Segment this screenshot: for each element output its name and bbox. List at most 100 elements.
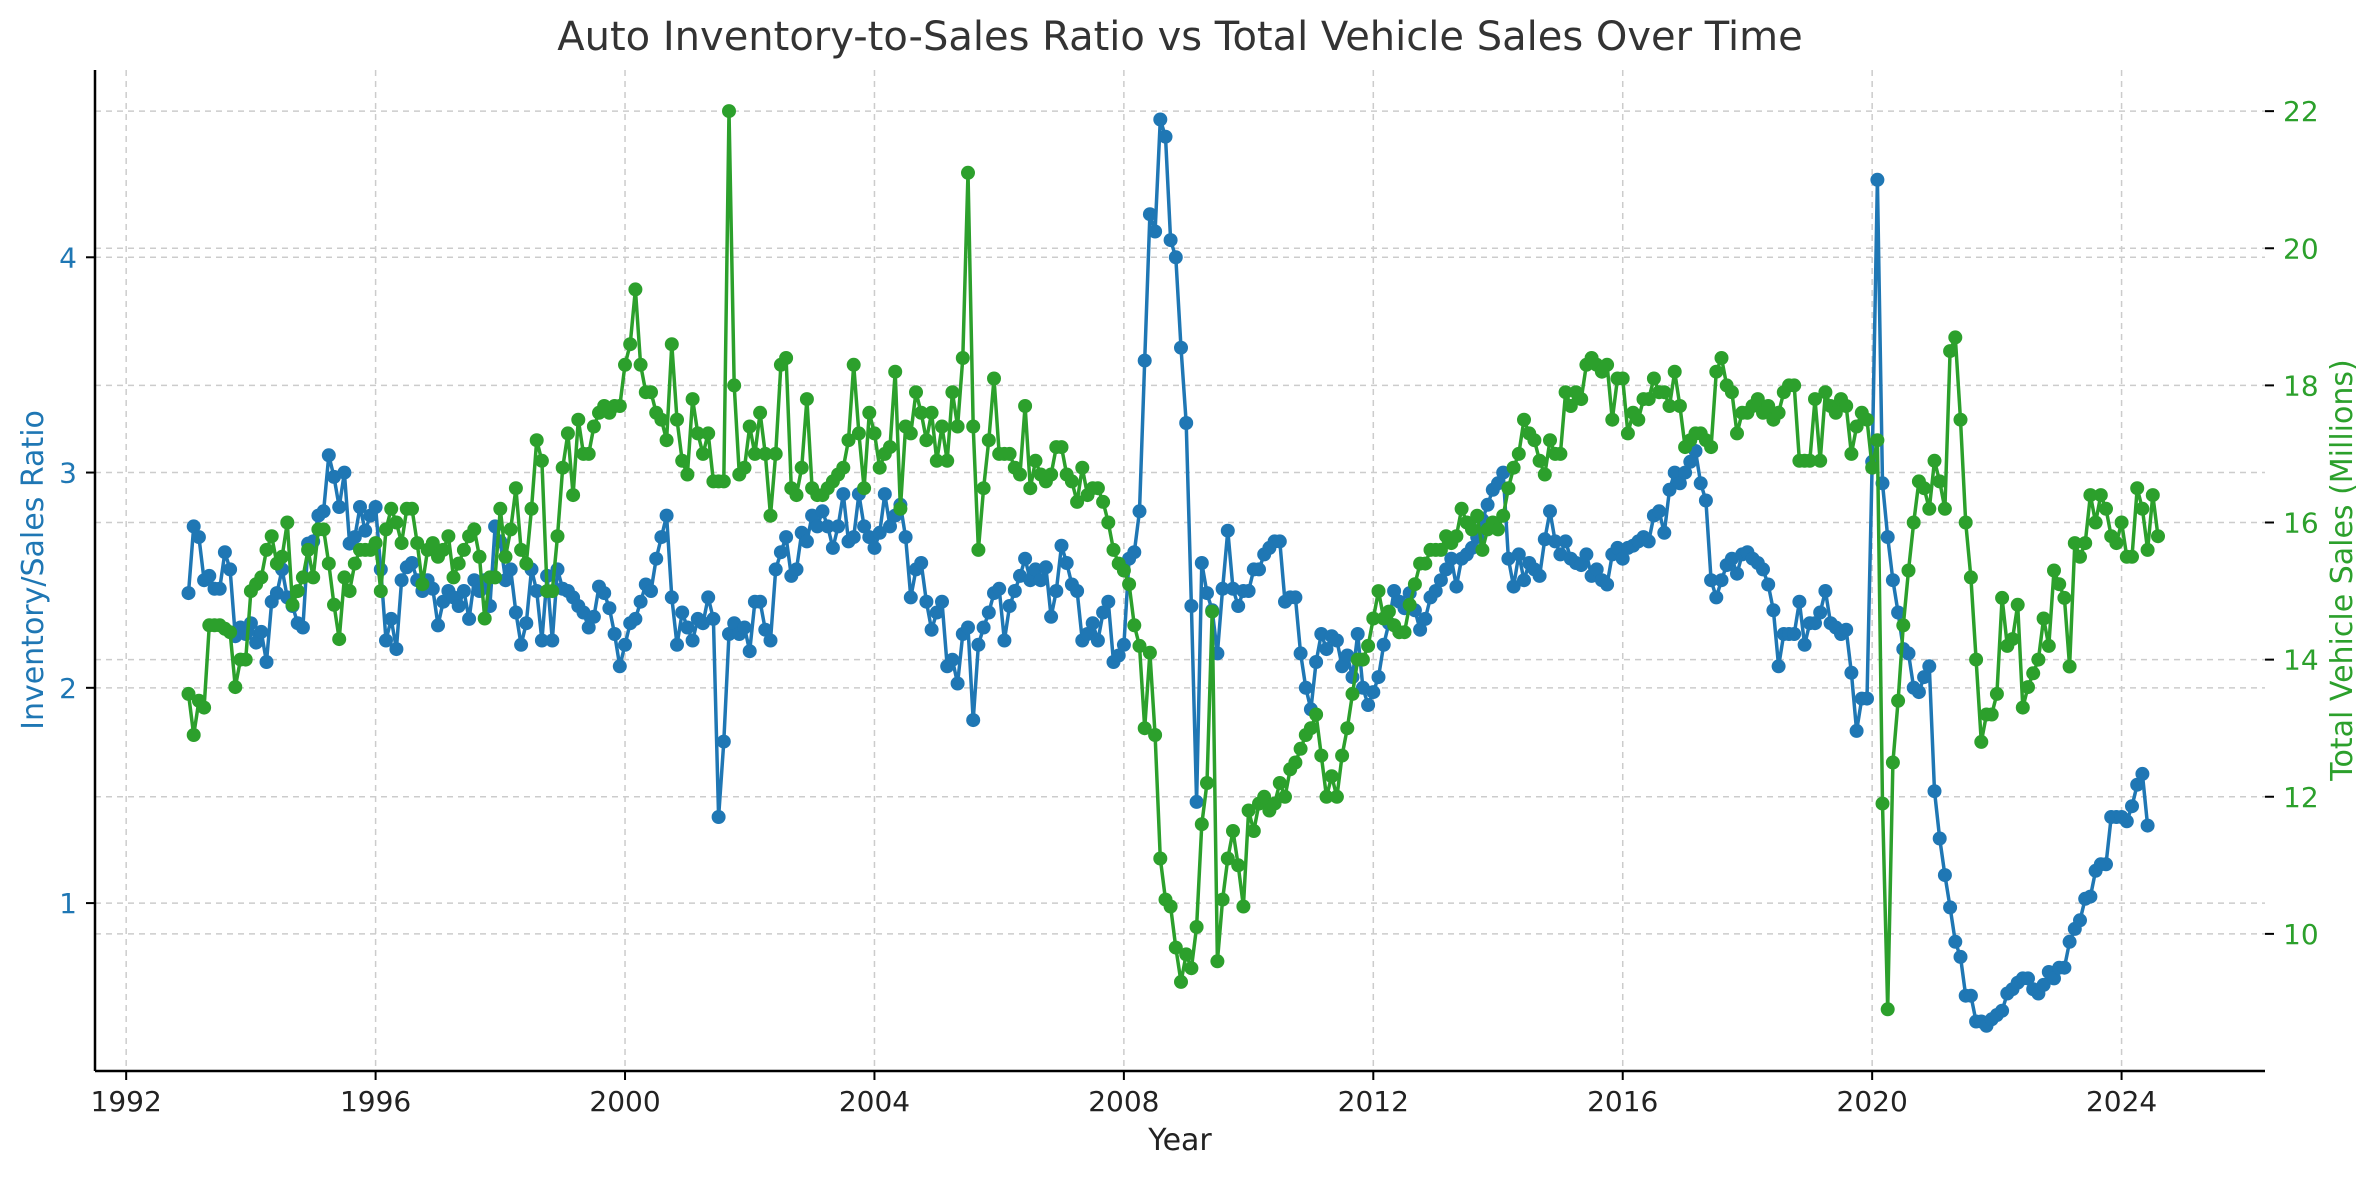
inventory-sales-ratio-point — [462, 611, 477, 626]
inventory-sales-ratio-point — [1080, 627, 1095, 641]
inventory-sales-ratio-point — [405, 556, 419, 570]
inventory-sales-ratio-point — [1761, 577, 1776, 592]
total-vehicle-sales-point — [955, 351, 970, 365]
inventory-sales-ratio-point — [1054, 538, 1069, 553]
inventory-sales-ratio-point — [825, 540, 840, 555]
inventory-sales-ratio-point — [1870, 172, 1885, 187]
total-vehicle-sales-point — [1153, 851, 1168, 866]
inventory-sales-ratio-point — [1148, 224, 1163, 239]
total-vehicle-sales-point — [1506, 460, 1521, 475]
total-vehicle-sales-point — [1215, 892, 1230, 907]
inventory-sales-ratio-point — [1018, 551, 1033, 566]
total-vehicle-sales-point — [555, 460, 570, 475]
inventory-sales-ratio-point — [1963, 988, 1978, 1003]
total-vehicle-sales-point — [1828, 405, 1843, 420]
total-vehicle-sales-point — [1465, 522, 1479, 537]
inventory-sales-ratio-point — [1153, 112, 1168, 127]
inventory-sales-ratio-point — [1797, 637, 1812, 652]
inventory-sales-ratio-point — [670, 637, 684, 652]
inventory-sales-ratio-point — [2119, 814, 2134, 829]
inventory-sales-ratio-point — [451, 599, 466, 613]
inventory-sales-ratio-point — [1709, 590, 1724, 605]
inventory-sales-ratio-point — [1231, 599, 1246, 613]
inventory-sales-ratio-point — [1917, 670, 1932, 685]
inventory-sales-ratio-point — [1589, 562, 1604, 577]
inventory-sales-ratio-point — [1839, 622, 1854, 637]
total-vehicle-sales-point — [1314, 748, 1329, 763]
total-vehicle-sales-point — [961, 165, 975, 180]
inventory-sales-ratio-point — [961, 620, 975, 635]
total-vehicle-sales-point — [680, 467, 695, 482]
total-vehicle-sales-point — [872, 460, 887, 475]
total-vehicle-sales-point — [238, 652, 253, 667]
total-vehicle-sales-point — [347, 556, 362, 571]
total-vehicle-sales-point — [493, 501, 508, 516]
total-vehicle-sales-point — [186, 728, 201, 742]
total-vehicle-sales-point — [841, 433, 856, 448]
total-vehicle-sales-point — [1813, 453, 1828, 468]
total-vehicle-sales-point — [1860, 412, 1874, 427]
total-vehicle-sales-point — [1574, 392, 1589, 407]
total-vehicle-sales-point — [1527, 433, 1542, 448]
total-vehicle-sales-point — [644, 385, 658, 400]
inventory-sales-ratio-point — [2062, 934, 2077, 949]
total-vehicle-sales-point — [675, 453, 690, 468]
total-vehicle-sales-point — [670, 412, 684, 427]
inventory-sales-ratio-point — [1756, 562, 1770, 577]
total-vehicle-sales-point — [1194, 817, 1209, 832]
total-vehicle-sales-point — [2062, 659, 2077, 674]
total-vehicle-sales-point — [1802, 453, 1817, 468]
right-y-tick-label: 18 — [2283, 369, 2319, 402]
inventory-sales-ratio-point — [1860, 691, 1874, 706]
inventory-sales-ratio-point — [1142, 207, 1157, 222]
total-vehicle-sales-point — [1948, 330, 1963, 345]
inventory-sales-ratio-series — [181, 112, 2155, 1033]
total-vehicle-sales-point — [1226, 824, 1240, 838]
inventory-sales-ratio-point — [1698, 493, 1713, 508]
total-vehicle-sales-point — [1672, 399, 1687, 413]
total-vehicle-sales-point — [1880, 1002, 1895, 1017]
total-vehicle-sales-point — [1875, 796, 1890, 811]
inventory-sales-ratio-point — [1387, 584, 1402, 598]
total-vehicle-sales-point — [987, 371, 1001, 386]
inventory-sales-ratio-point — [1329, 633, 1344, 648]
total-vehicle-sales-point — [446, 570, 461, 585]
inventory-sales-ratio-point — [2057, 960, 2072, 975]
total-vehicle-sales-point — [1272, 776, 1287, 790]
inventory-sales-ratio-point — [1600, 577, 1615, 592]
total-vehicle-sales-point — [1787, 378, 1802, 393]
inventory-sales-ratio-point — [1766, 603, 1781, 618]
chart-title: Auto Inventory-to-Sales Ratio vs Total V… — [557, 14, 1802, 60]
total-vehicle-sales-point — [1906, 515, 1921, 530]
right-y-axis-label: Total Vehicle Sales (Millions) — [2325, 359, 2360, 781]
inventory-sales-ratio-point — [316, 504, 331, 519]
total-vehicle-sales-point — [1044, 467, 1059, 482]
total-vehicle-sales-point — [1090, 481, 1105, 496]
inventory-sales-ratio-point — [654, 530, 669, 545]
total-vehicle-sales-point — [1064, 474, 1079, 489]
total-vehicle-sales-point — [1953, 412, 1968, 427]
total-vehicle-sales-point — [794, 460, 809, 475]
total-vehicle-sales-point — [1002, 446, 1017, 461]
inventory-sales-ratio-point — [1127, 545, 1142, 560]
total-vehicle-sales-point — [1969, 652, 1984, 667]
total-vehicle-sales-point — [327, 597, 341, 612]
total-vehicle-sales-point — [1449, 529, 1464, 544]
total-vehicle-sales-point — [1340, 721, 1355, 736]
inventory-sales-ratio-point — [758, 622, 773, 637]
total-vehicle-sales-point — [1553, 446, 1568, 461]
inventory-sales-ratio-point — [1849, 723, 1864, 738]
inventory-sales-ratio-point — [680, 620, 695, 635]
inventory-sales-ratio-point — [867, 540, 882, 555]
x-tick-label: 2016 — [1587, 1085, 1658, 1118]
inventory-sales-ratio-point — [249, 635, 264, 650]
inventory-sales-ratio-point — [1428, 584, 1443, 598]
total-vehicle-sales-point — [727, 378, 742, 393]
total-vehicle-sales-point — [254, 570, 269, 585]
inventory-sales-ratio-point — [1350, 627, 1365, 641]
total-vehicle-sales-point — [264, 529, 279, 544]
inventory-sales-ratio-point — [1517, 573, 1531, 588]
total-vehicle-sales-point — [664, 337, 679, 352]
total-vehicle-sales-point — [534, 453, 549, 468]
